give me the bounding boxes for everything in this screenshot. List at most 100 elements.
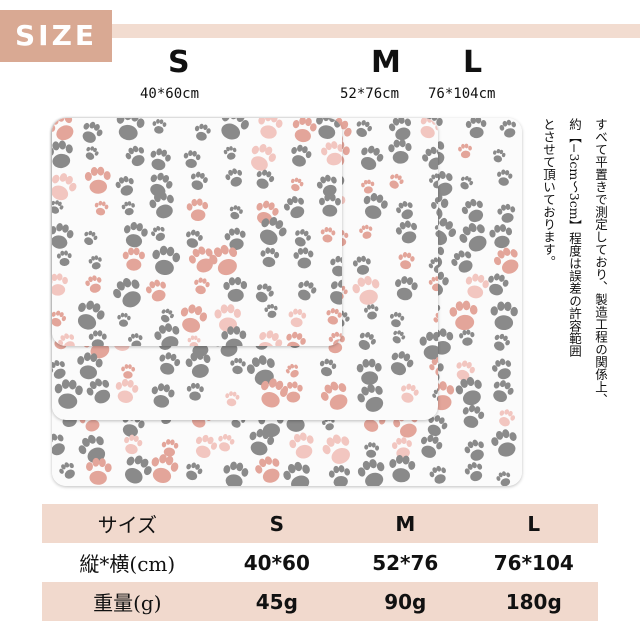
paw-print-icon [493,380,514,403]
paw-print-icon [357,383,384,412]
paw-print-icon [434,225,438,238]
paw-print-icon [121,364,136,379]
cell-m: 90g [341,582,470,621]
paw-print-icon [229,205,243,220]
paw-print-icon [86,457,112,485]
paw-print-icon [357,459,385,486]
paw-print-icon [294,229,311,247]
paw-print-icon [195,434,218,458]
paw-print-icon [186,198,209,222]
paw-print-icon [356,358,382,385]
paw-print-icon [128,333,143,346]
paw-print-icon [292,118,317,143]
paw-print-icon [256,169,275,189]
paw-print-icon [224,227,246,250]
paw-print-icon [251,144,276,171]
paw-print-icon [150,148,171,171]
paw-print-icon [122,247,145,271]
paw-print-icon [330,255,342,277]
size-label-l: L [463,45,483,80]
paw-print-icon [499,119,517,138]
table-row: 縦*横(cm) 40*60 52*76 76*104 [42,543,598,582]
note-line-2: 約【−3cm〜3cm】程度は誤差の許容範囲 [567,118,582,358]
paw-print-icon [352,255,371,275]
paw-print-icon [496,471,511,486]
paw-print-icon [428,257,438,273]
paw-print-icon [56,250,72,266]
paw-print-icon [326,308,342,325]
paw-print-icon [328,465,351,486]
paw-print-icon [491,358,512,380]
paw-print-icon [258,118,283,139]
paw-print-icon [115,378,139,403]
paw-print-icon [459,329,475,346]
paw-print-icon [88,330,107,346]
paw-print-icon [82,121,103,143]
cell-l: L [469,504,598,543]
paw-print-icon [433,312,438,323]
paw-print-icon [465,118,487,139]
paw-print-icon [288,308,307,328]
paw-print-icon [360,145,384,170]
paw-print-icon [320,381,348,410]
paw-print-icon [113,278,141,308]
paw-print-icon [52,360,66,379]
note-line-3: とさせて頂いております。 [541,118,556,268]
paw-pattern [52,118,342,346]
paw-print-icon [363,193,388,219]
paw-print-icon [421,434,443,458]
paw-print-icon [464,462,483,482]
paw-print-icon [246,355,275,386]
paw-print-icon [152,245,181,276]
paw-print-icon [358,332,376,350]
paw-print-icon [493,247,519,274]
paw-print-icon [363,304,379,320]
paw-print-icon [154,323,180,346]
paw-print-icon [223,461,249,486]
size-dims-l: 76*104cm [428,86,496,102]
paw-print-icon [125,145,145,167]
paw-print-icon [460,176,474,190]
paw-print-icon [123,221,148,248]
paw-print-icon [293,247,314,269]
paw-print-icon [289,432,314,459]
paw-print-icon [152,118,167,134]
blanket-small [52,118,342,346]
paw-print-icon [151,226,166,241]
paw-print-icon [491,429,517,457]
size-table: サイズ S M L 縦*横(cm) 40*60 52*76 76*104 重量(… [42,504,598,621]
paw-print-icon [84,230,98,246]
paw-print-icon [88,255,102,270]
paw-print-icon [401,383,419,403]
paw-print-icon [285,363,299,378]
paw-print-icon [186,382,204,401]
paw-print-icon [84,166,111,194]
paw-print-icon [124,455,152,484]
paw-print-icon [218,433,235,452]
paw-print-icon [77,300,105,330]
paw-print-icon [298,280,317,301]
paw-print-icon [388,139,412,164]
size-dims-s: 40*60cm [140,86,200,102]
paw-print-icon [431,197,438,218]
paw-print-icon [149,192,174,219]
paw-print-icon [86,378,111,404]
paw-print-icon [291,177,304,192]
paw-print-icon [187,335,201,346]
cell-s: 45g [212,582,342,621]
paw-print-icon [151,454,179,483]
paw-print-icon [94,200,109,216]
paw-print-icon [180,304,208,333]
paw-print-icon [185,351,211,378]
paw-print-icon [356,120,372,137]
paw-print-icon [161,439,179,457]
paw-print-icon [261,378,288,408]
paw-print-icon [458,143,472,159]
cell-m: 52*76 [341,543,470,582]
paw-print-icon [52,433,65,456]
table-row: 重量(g) 45g 90g 180g [42,582,598,621]
paw-print-icon [497,203,516,223]
paw-print-icon [451,250,473,273]
paw-print-icon [392,330,406,344]
cell-m: M [341,504,470,543]
